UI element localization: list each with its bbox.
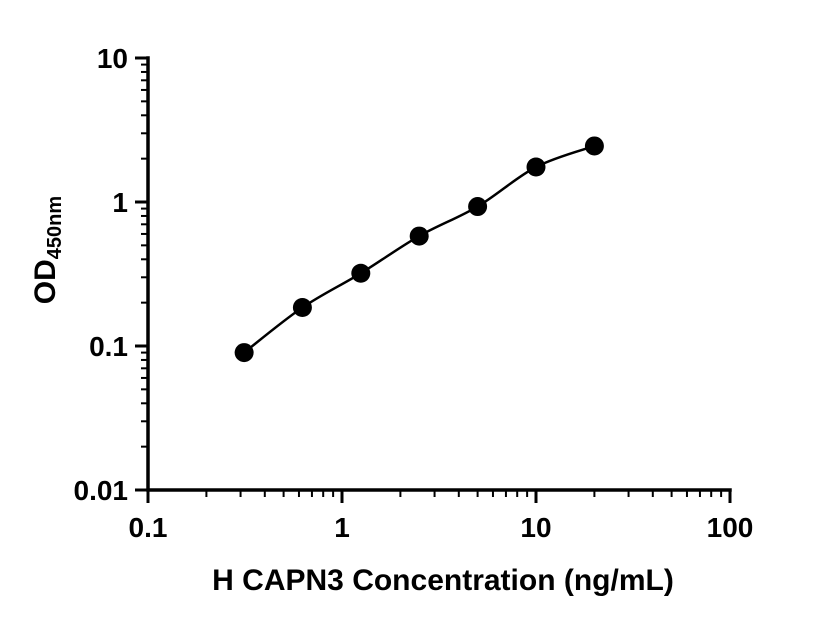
data-point <box>409 226 429 246</box>
x-axis-title: H CAPN3 Concentration (ng/mL) <box>212 564 674 597</box>
y-axis-title: OD450nm <box>29 196 67 304</box>
y-axis-title-main: OD <box>29 259 62 305</box>
y-axis-title-sub: 450nm <box>44 195 66 260</box>
data-point <box>351 263 371 283</box>
axes <box>146 56 732 492</box>
fit-curve <box>243 144 595 354</box>
x-tick-label: 100 <box>707 512 754 543</box>
data-point <box>468 197 488 217</box>
data-point <box>526 157 546 177</box>
y-tick-label: 10 <box>97 43 128 74</box>
y-tick-label: 1 <box>112 187 128 218</box>
x-tick-label: 0.1 <box>129 512 168 543</box>
y-tick-label: 0.01 <box>74 475 129 506</box>
x-tick-label: 1 <box>334 512 350 543</box>
data-point <box>234 343 254 363</box>
x-tick-label: 10 <box>520 512 551 543</box>
data-point <box>292 298 312 318</box>
data-point <box>584 136 604 156</box>
y-tick-label: 0.1 <box>89 331 128 362</box>
